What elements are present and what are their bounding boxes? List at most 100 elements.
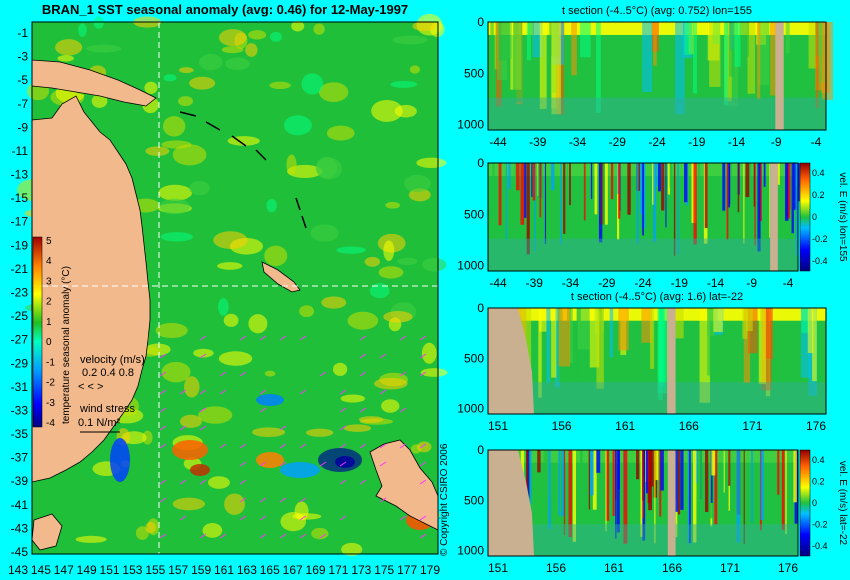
section-streak [751,450,753,523]
wind-arrow [179,389,187,395]
anomaly-patch [142,430,153,445]
velocity-colorbar-label: vel. E (m/s) lon=155 [837,172,848,262]
section-streak [675,308,684,339]
map-y-tick-label: -41 [11,498,29,512]
section-streak [602,163,605,241]
section-streak [612,450,615,516]
colorbar-tick-label: 1 [46,317,52,328]
wind-arrow [259,533,267,539]
section-streak [667,163,670,195]
anomaly-patch [381,399,400,413]
land-mask [667,450,676,556]
section-streak [531,163,533,197]
section-streak [808,22,818,69]
map-x-tick-label: 169 [306,563,326,577]
wind-arrow [159,371,167,377]
section-streak [748,308,758,354]
wind-arrow [399,407,407,413]
section-x-tick-label: 161 [604,561,624,575]
section-x-tick-label: -44 [489,276,507,290]
section-streak [758,22,770,85]
anomaly-patch [409,65,421,74]
wind-arrow [279,335,287,341]
anomaly-patch [397,257,418,266]
section-streak [572,450,577,542]
svg-text:< < >: < < > [78,381,103,393]
section-streak [728,450,731,486]
map-x-tick-label: 159 [191,563,211,577]
velocity-colorbar-tick: 0.4 [812,168,825,178]
section-streak [577,308,590,350]
map-x-tick-label: 173 [351,563,371,577]
anomaly-patch [280,511,307,532]
wind-arrow [159,497,167,503]
anomaly-core [110,438,130,482]
anomaly-patch [336,246,366,254]
section-streak [589,308,600,368]
wind-arrow [359,479,367,485]
wind-arrow [239,335,247,341]
anomaly-patch [392,35,428,45]
section-streak [815,22,819,109]
map-legend: velocity (m/s) 0.2 0.4 0.8 < < > wind st… [78,354,145,433]
section-streak [714,450,718,525]
map-x-tick-label: 175 [374,563,394,577]
section-streak [568,450,572,538]
section-streak [642,22,653,92]
section-streak [784,163,789,221]
wind-arrow [199,335,207,341]
section-streak [538,308,542,398]
wind-arrow [259,461,267,467]
wind-arrow [219,533,227,539]
section-streak [642,450,644,519]
section-streak [617,450,621,490]
section-streak [580,450,583,505]
anomaly-core [280,462,320,478]
colorbar-tick-label: -3 [46,398,55,409]
wind-arrow [159,479,167,485]
anomaly-patch [162,116,186,137]
anomaly-patch [404,174,431,193]
map-y-tick-label: -39 [11,474,29,488]
section-streak [492,163,495,187]
section-y-tick-label: 500 [464,66,484,80]
anomaly-patch [189,76,216,90]
section-y-tick-label: 0 [477,443,484,457]
wind-arrow [239,479,247,485]
map-x-tick-labels: 143 145 147 149 151 153 155 157 159 161 163 165 167 1… [8,563,440,577]
wind-arrow [419,353,427,359]
wind-arrow [419,533,427,539]
section-x-tick-label: 171 [720,561,740,575]
map-y-tick-label: -37 [11,451,29,465]
section-streak [583,163,586,221]
section-y-tick-label: 0 [477,156,484,170]
section-streak [596,450,601,473]
anomaly-patch [144,81,158,94]
section-streak [673,163,676,256]
anomaly-patch [85,44,122,53]
section-streak [530,450,532,504]
section-streak [677,450,681,515]
section-streak [532,163,536,201]
map-x-tick-label: 149 [77,563,97,577]
section-streak [791,163,794,234]
anomaly-patch [160,232,193,242]
section-streak [793,450,797,503]
velocity-legend-label: velocity (m/s) [80,354,145,366]
vanuatu-land [295,197,307,229]
wind-arrow [339,443,347,449]
wind-arrow [419,443,427,449]
anomaly-patch [218,29,247,47]
anomaly-patch [217,262,243,270]
section-streak [697,450,701,498]
anomaly-patch [213,231,248,249]
wind-arrow [359,407,367,413]
wind-arrow [379,461,387,467]
anomaly-patch [252,427,286,437]
anomaly-patch [416,441,432,453]
map-x-tick-label: 171 [328,563,348,577]
section-streak [785,22,790,54]
anomaly-patch [172,497,205,511]
anomaly-patch [248,314,268,334]
anomaly-patch [225,57,250,71]
